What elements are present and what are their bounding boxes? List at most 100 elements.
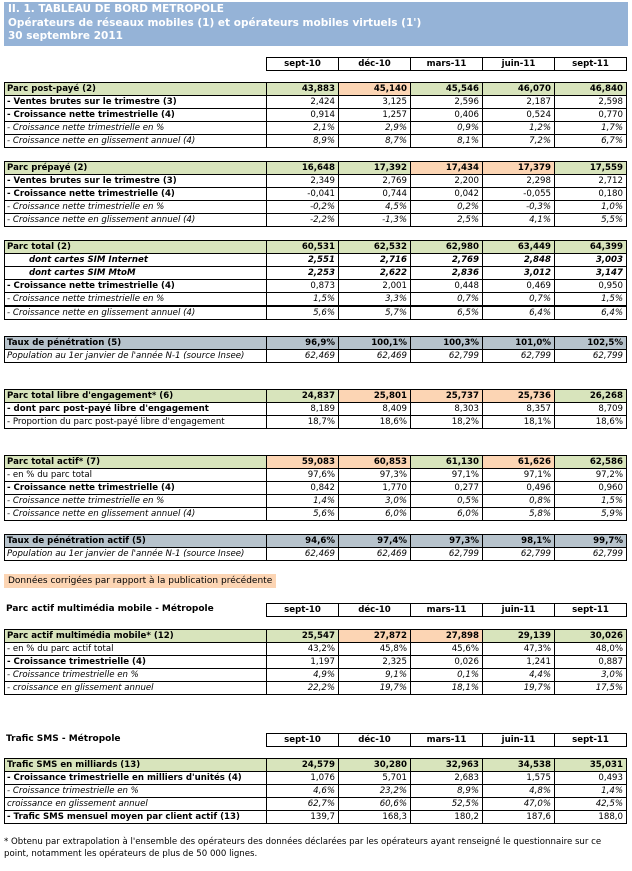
value-cell: 97,1% xyxy=(482,468,555,483)
value-cell: 59,083 xyxy=(266,455,339,469)
value-cell: 62,980 xyxy=(410,240,483,254)
row-label: Parc total actif* (7) xyxy=(4,455,267,469)
value-cell: 96,9% xyxy=(266,336,339,350)
value-cell: 61,626 xyxy=(482,455,555,469)
table-row: - Croissance trimestrielle (4) 1,197 2,325… xyxy=(4,655,628,670)
table-row: Taux de pénétration (5) 96,9% 100,1% 100,3%… xyxy=(4,336,628,350)
value-cell: 139,7 xyxy=(266,810,339,825)
value-cell: 0,770 xyxy=(554,108,627,123)
column-header: déc-10 xyxy=(338,733,411,747)
value-cell: 0,2% xyxy=(410,200,483,215)
value-cell: 8,709 xyxy=(554,402,627,417)
value-cell: 180,2 xyxy=(410,810,483,825)
value-cell: 45,6% xyxy=(410,642,483,657)
value-cell: 26,268 xyxy=(554,389,627,403)
value-cell: 16,648 xyxy=(266,161,339,175)
table-row: - Croissance nette trimestrielle (4) 0,91… xyxy=(4,108,628,123)
value-cell: 3,0% xyxy=(338,494,411,509)
note: Données corrigées par rapport à la publi… xyxy=(4,574,277,588)
value-cell: 62,799 xyxy=(410,547,483,562)
value-cell: 60,6% xyxy=(338,797,411,812)
value-cell: -0,055 xyxy=(482,187,555,202)
value-cell: 19,7% xyxy=(338,681,411,696)
value-cell: 35,031 xyxy=(554,758,627,772)
value-cell: 188,0 xyxy=(554,810,627,825)
value-cell: 102,5% xyxy=(554,336,627,350)
value-cell: 9,1% xyxy=(338,668,411,683)
table-row: - Croissance nette en glissement annuel … xyxy=(4,213,628,228)
table-row: Population au 1er janvier de l'année N-1… xyxy=(4,547,628,562)
value-cell: 0,842 xyxy=(266,481,339,496)
value-cell: 1,0% xyxy=(554,200,627,215)
table-row: - Croissance nette trimestrielle en % 2,1… xyxy=(4,121,628,136)
value-cell: 64,399 xyxy=(554,240,627,254)
row-label: - Croissance nette en glissement annuel … xyxy=(4,213,267,228)
table-row: - en % du parc total 97,6% 97,3% 97,1% 97,1%… xyxy=(4,468,628,483)
row-label: - Croissance nette trimestrielle (4) xyxy=(4,481,267,496)
value-cell: 1,5% xyxy=(554,494,627,509)
value-cell: 0,7% xyxy=(482,292,555,307)
value-cell: 97,2% xyxy=(554,468,627,483)
value-cell: 2,5% xyxy=(410,213,483,228)
column-header-row: sept-10 déc-10 mars-11 juin-11 sept-11 xyxy=(4,57,628,71)
column-header: juin-11 xyxy=(482,603,555,617)
table-row: - dont parc post-payé libre d'engagement… xyxy=(4,402,628,417)
value-cell: 1,197 xyxy=(266,655,339,670)
value-cell: 8,9% xyxy=(266,134,339,149)
table-row: - Croissance nette trimestrielle (4) 0,87… xyxy=(4,279,628,294)
value-cell: 46,840 xyxy=(554,82,627,96)
value-cell: 6,7% xyxy=(554,134,627,149)
table-row: - Croissance nette trimestrielle en % 1,4… xyxy=(4,494,628,509)
table-row: Parc prépayé (2) 16,648 17,392 17,434 17,379… xyxy=(4,161,628,175)
value-cell: 62,469 xyxy=(338,547,411,562)
value-cell: 0,873 xyxy=(266,279,339,294)
value-cell: 2,9% xyxy=(338,121,411,136)
value-cell: 6,5% xyxy=(410,305,483,320)
value-cell: 5,6% xyxy=(266,507,339,522)
table-row: Parc total (2) 60,531 62,532 62,980 63,449 64… xyxy=(4,240,628,254)
value-cell: 62,799 xyxy=(482,349,555,364)
value-cell: -1,3% xyxy=(338,213,411,228)
value-cell: 2,848 xyxy=(482,253,555,268)
value-cell: 1,076 xyxy=(266,771,339,786)
table-row: - Croissance nette en glissement annuel … xyxy=(4,507,628,522)
value-cell: 1,5% xyxy=(554,292,627,307)
row-label: - Croissance nette trimestrielle en % xyxy=(4,200,267,215)
value-cell: 43,2% xyxy=(266,642,339,657)
value-cell: 2,596 xyxy=(410,95,483,110)
value-cell: 1,2% xyxy=(482,121,555,136)
row-label: Population au 1er janvier de l'année N-1… xyxy=(4,547,267,562)
value-cell: 3,012 xyxy=(482,266,555,281)
value-cell: 5,5% xyxy=(554,213,627,228)
value-cell: 0,950 xyxy=(554,279,627,294)
value-cell: 19,7% xyxy=(482,681,555,696)
value-cell: 6,4% xyxy=(554,305,627,320)
value-cell: 2,622 xyxy=(338,266,411,281)
row-label: - Croissance nette trimestrielle en % xyxy=(4,121,267,136)
value-cell: 0,448 xyxy=(410,279,483,294)
value-cell: 47,0% xyxy=(482,797,555,812)
value-cell: 30,280 xyxy=(338,758,411,772)
value-cell: -2,2% xyxy=(266,213,339,228)
value-cell: 0,5% xyxy=(410,494,483,509)
column-header: sept-10 xyxy=(266,733,339,747)
table-row: - croissance en glissement annuel 22,2% 19… xyxy=(4,681,628,696)
value-cell: 18,6% xyxy=(338,415,411,430)
table-row: - Croissance trimestrielle en milliers d… xyxy=(4,771,628,786)
value-cell: 0,9% xyxy=(410,121,483,136)
value-cell: 3,147 xyxy=(554,266,627,281)
value-cell: 62,799 xyxy=(410,349,483,364)
value-cell: 2,200 xyxy=(410,174,483,189)
value-cell: 6,0% xyxy=(410,507,483,522)
value-cell: 0,496 xyxy=(482,481,555,496)
column-header: déc-10 xyxy=(338,603,411,617)
column-header: déc-10 xyxy=(338,57,411,71)
value-cell: 2,836 xyxy=(410,266,483,281)
row-label: - Croissance nette en glissement annuel … xyxy=(4,134,267,149)
value-cell: 6,0% xyxy=(338,507,411,522)
value-cell: 0,8% xyxy=(482,494,555,509)
table-row: - Croissance trimestrielle en % 4,6% 23,2%… xyxy=(4,784,628,799)
value-cell: 27,872 xyxy=(338,629,411,643)
value-cell: 32,963 xyxy=(410,758,483,772)
value-cell: 2,551 xyxy=(266,253,339,268)
